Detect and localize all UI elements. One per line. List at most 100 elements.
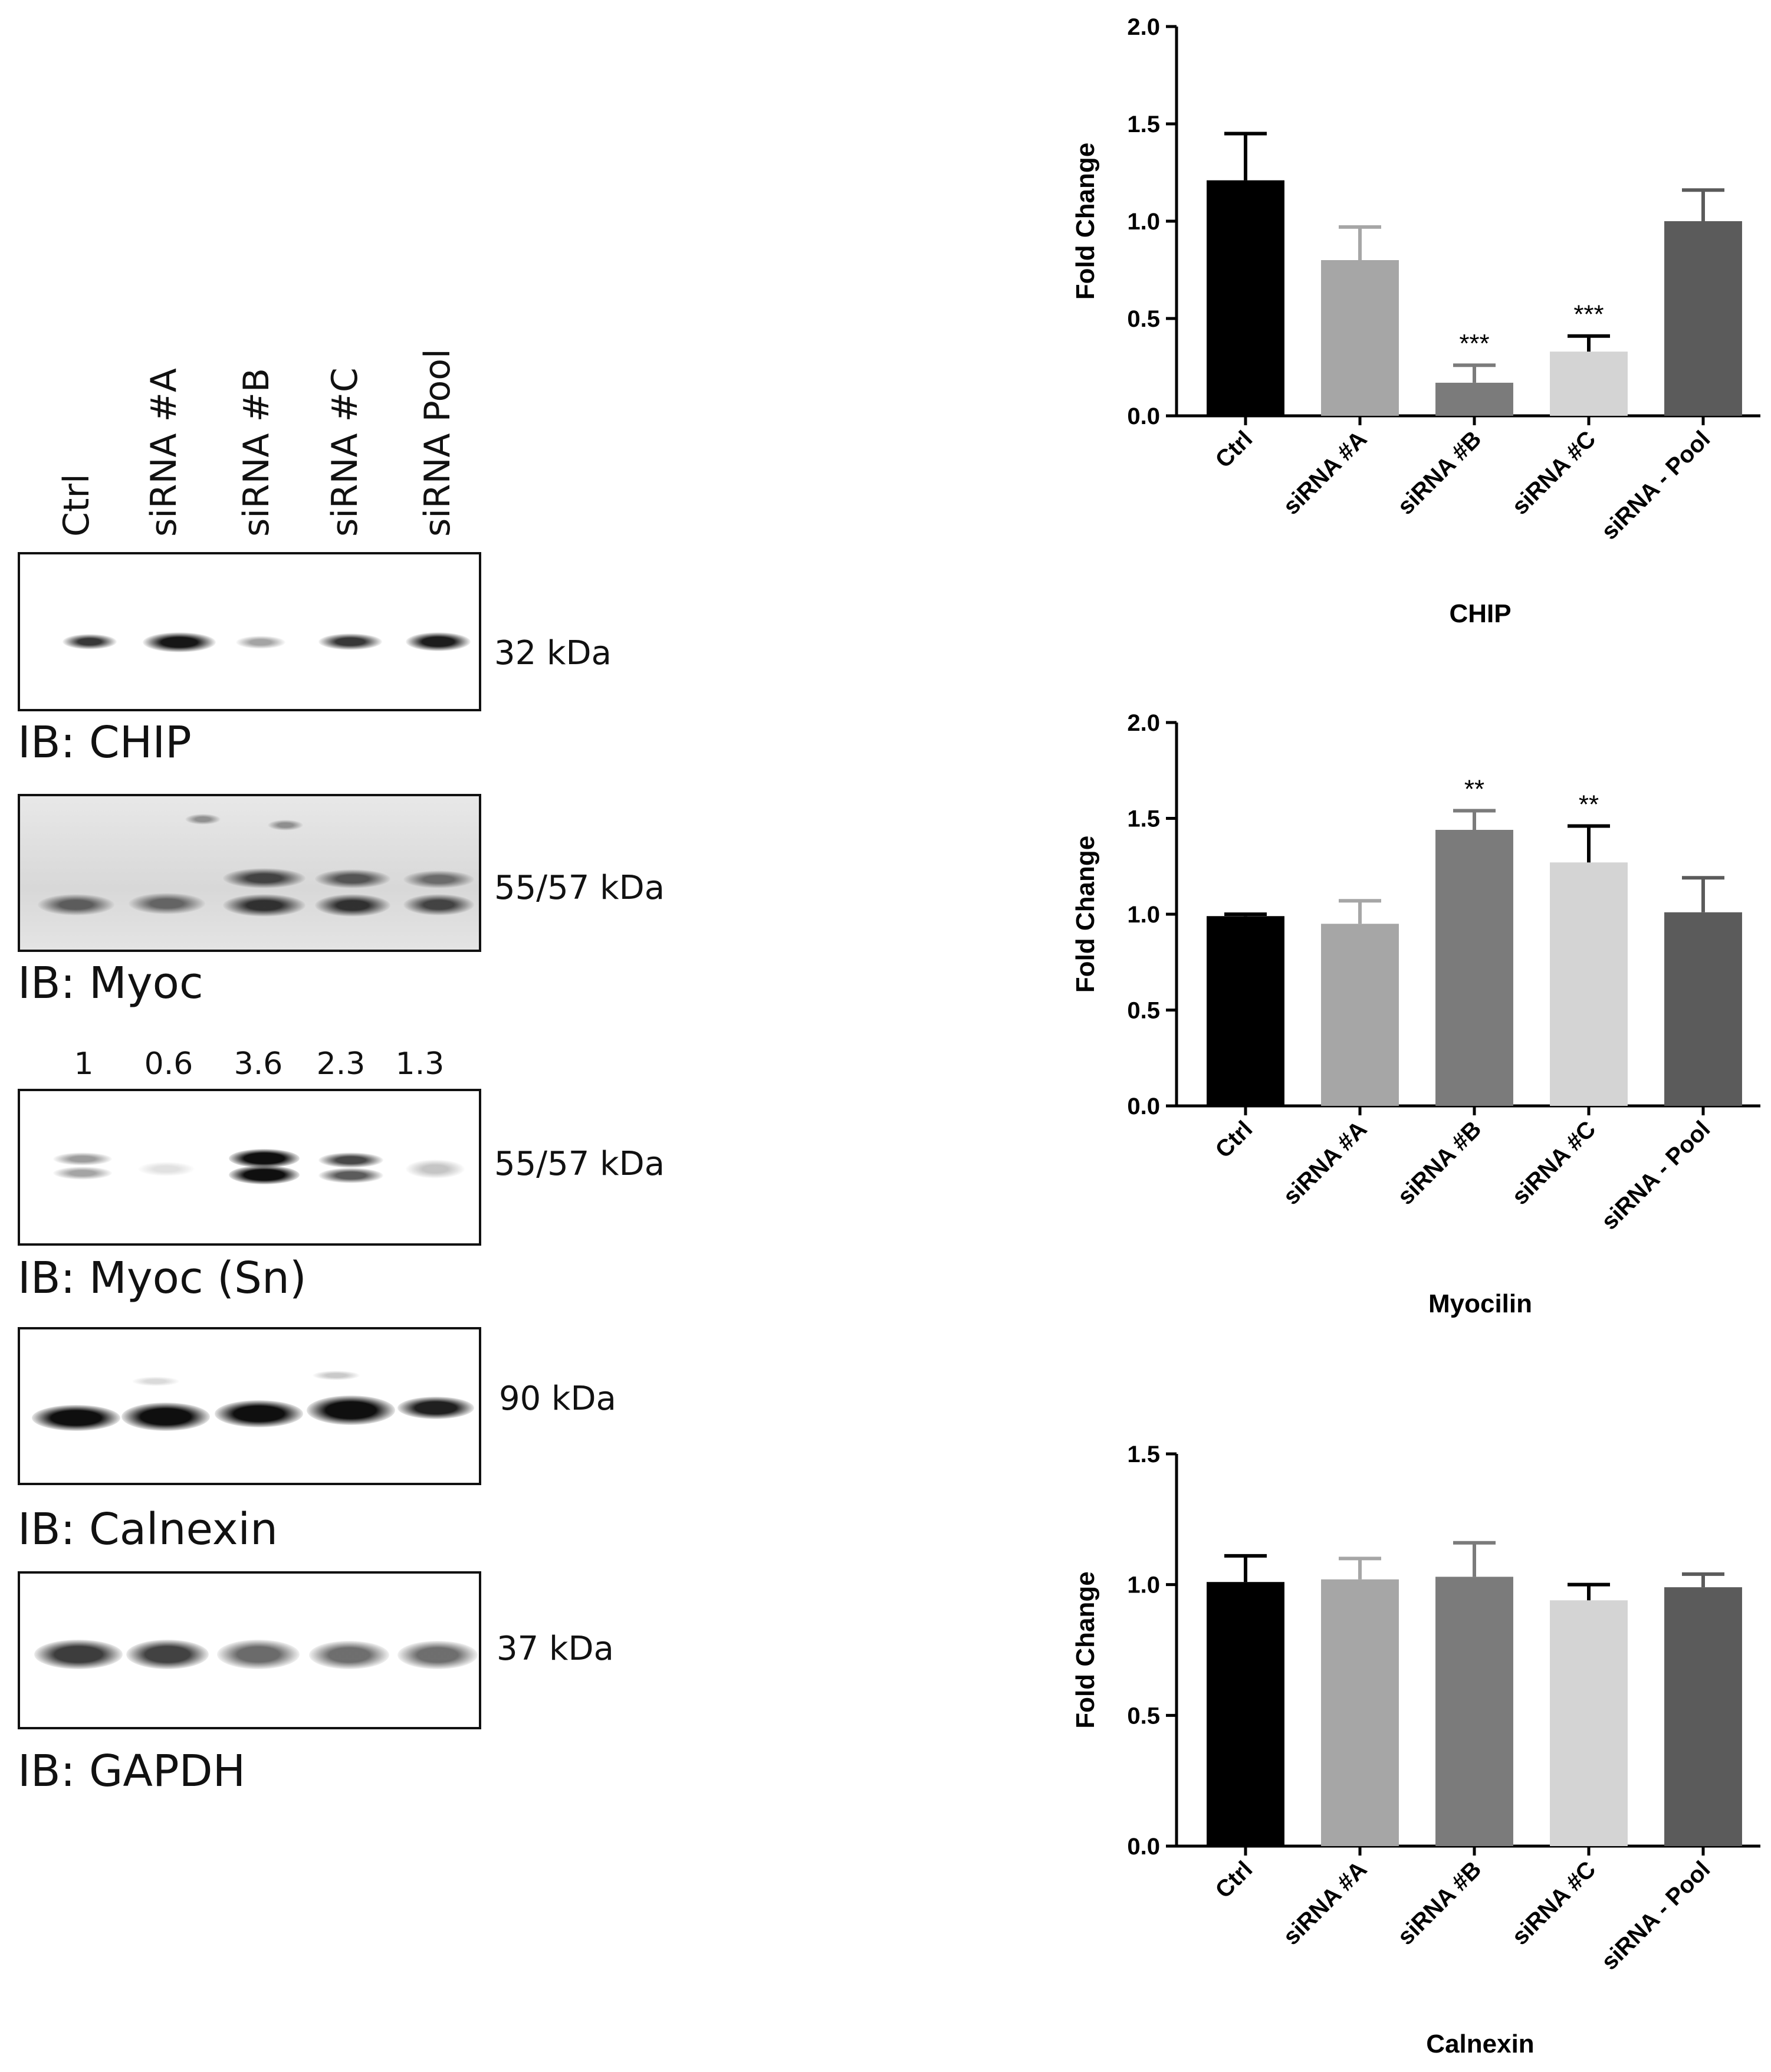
y-tick-label: 0.0 <box>1127 1094 1160 1119</box>
band <box>406 632 471 651</box>
bar-charts: 0.0 0.5 1.0 1.5 2.0 Fold Change Ctrl siRNA #A **… <box>1003 0 1771 2072</box>
ib-label-myoc-sn: IB: Myoc (Sn) <box>18 1253 307 1303</box>
y-tick-label: 1.5 <box>1127 111 1160 137</box>
x-tick-label: siRNA #B <box>1392 1856 1486 1950</box>
band <box>217 1640 300 1669</box>
band <box>403 894 474 915</box>
y-tick-label: 1.0 <box>1127 209 1160 235</box>
x-tick-label: siRNA #B <box>1392 1116 1486 1210</box>
kda-label-gapdh: 37 kDa <box>497 1630 614 1668</box>
blot-panel-myoc-sn <box>18 1089 481 1246</box>
y-axis-label: Fold Change <box>1071 143 1100 300</box>
bar <box>1550 1600 1628 1846</box>
band <box>138 1162 195 1176</box>
bar <box>1321 924 1399 1106</box>
x-tick-label: siRNA - Pool <box>1596 1856 1715 1975</box>
band <box>318 1168 383 1183</box>
band <box>185 814 221 825</box>
blot-panel-chip <box>18 552 481 711</box>
band <box>236 636 285 649</box>
bar <box>1207 916 1284 1106</box>
bar <box>1207 1582 1284 1846</box>
bar <box>1321 1579 1399 1846</box>
kda-label-calnexin: 90 kDa <box>499 1380 616 1418</box>
y-tick-label: 0.5 <box>1127 1703 1160 1729</box>
y-axis-label: Fold Change <box>1071 1571 1100 1728</box>
x-tick-label: siRNA #C <box>1507 1116 1601 1210</box>
band <box>315 894 390 917</box>
ib-label-calnexin: IB: Calnexin <box>18 1504 278 1555</box>
y-tick-label: 2.0 <box>1127 14 1160 40</box>
band <box>53 1152 112 1165</box>
x-tick-label: Ctrl <box>1211 1116 1258 1163</box>
x-axis-label: Calnexin <box>1426 2030 1534 2058</box>
band <box>229 1165 300 1184</box>
significance-label: *** <box>1459 329 1489 358</box>
western-blot-figure: Ctrl siRNA #A siRNA #B siRNA #C siRNA Po… <box>0 0 767 2072</box>
band <box>132 1377 179 1386</box>
bar <box>1664 221 1742 416</box>
y-tick-label: 0.5 <box>1127 306 1160 332</box>
y-tick-label: 1.0 <box>1127 1572 1160 1598</box>
y-tick-label: 0.0 <box>1127 403 1160 429</box>
bar <box>1435 382 1513 416</box>
blot-panel-gapdh <box>18 1571 481 1729</box>
bar <box>1664 912 1742 1106</box>
kda-label-myoc: 55/57 kDa <box>494 869 665 907</box>
y-tick-label: 1.0 <box>1127 902 1160 928</box>
x-tick-label: siRNA #C <box>1507 426 1601 520</box>
bar <box>1435 830 1513 1106</box>
significance-label: *** <box>1573 300 1604 329</box>
lane-label-sirna-b: siRNA #B <box>236 367 277 537</box>
band <box>268 820 303 830</box>
bar <box>1550 862 1628 1106</box>
band <box>121 1403 210 1431</box>
quant-value: 1.3 <box>395 1046 445 1082</box>
band <box>406 1160 465 1178</box>
band <box>143 632 216 652</box>
band <box>313 1371 360 1380</box>
band <box>63 634 117 649</box>
y-tick-label: 2.0 <box>1127 710 1160 736</box>
x-tick-label: siRNA #C <box>1507 1856 1601 1950</box>
lane-label-sirna-a: siRNA #A <box>143 368 185 537</box>
kda-label-myoc-sn: 55/57 kDa <box>494 1145 665 1183</box>
x-tick-label: siRNA #A <box>1278 426 1372 520</box>
band <box>318 633 382 650</box>
y-tick-label: 1.5 <box>1127 806 1160 832</box>
band <box>223 894 305 917</box>
significance-label: ** <box>1579 790 1599 819</box>
x-tick-label: siRNA - Pool <box>1596 426 1715 544</box>
band <box>403 871 474 888</box>
x-axis-label: Myocilin <box>1428 1289 1532 1318</box>
x-tick-label: siRNA - Pool <box>1596 1116 1715 1234</box>
band <box>397 1397 474 1419</box>
y-tick-label: 1.5 <box>1127 1441 1160 1467</box>
quant-value: 0.6 <box>144 1046 193 1082</box>
band <box>53 1167 112 1180</box>
x-tick-label: siRNA #A <box>1278 1116 1372 1210</box>
band <box>129 893 205 914</box>
x-tick-label: siRNA #B <box>1392 426 1486 520</box>
significance-label: ** <box>1464 775 1484 804</box>
band <box>126 1640 209 1669</box>
bar <box>1321 260 1399 416</box>
y-tick-label: 0.5 <box>1127 998 1160 1024</box>
x-tick-label: Ctrl <box>1211 426 1258 473</box>
x-tick-label: siRNA #A <box>1278 1856 1372 1950</box>
ib-label-chip: IB: CHIP <box>18 717 192 768</box>
bar <box>1550 352 1628 416</box>
quant-value: 2.3 <box>316 1046 366 1082</box>
band <box>32 1405 120 1431</box>
band <box>307 1395 395 1425</box>
band <box>318 1152 383 1168</box>
bar <box>1664 1587 1742 1846</box>
y-tick-label: 0.0 <box>1127 1834 1160 1860</box>
band <box>38 894 114 915</box>
lane-label-ctrl: Ctrl <box>56 474 97 537</box>
blot-panel-myoc <box>18 794 481 952</box>
ib-label-myoc: IB: Myoc <box>18 958 203 1009</box>
quant-value: 1 <box>74 1046 94 1082</box>
band <box>34 1640 123 1669</box>
lane-label-sirna-pool: siRNA Pool <box>417 349 458 537</box>
